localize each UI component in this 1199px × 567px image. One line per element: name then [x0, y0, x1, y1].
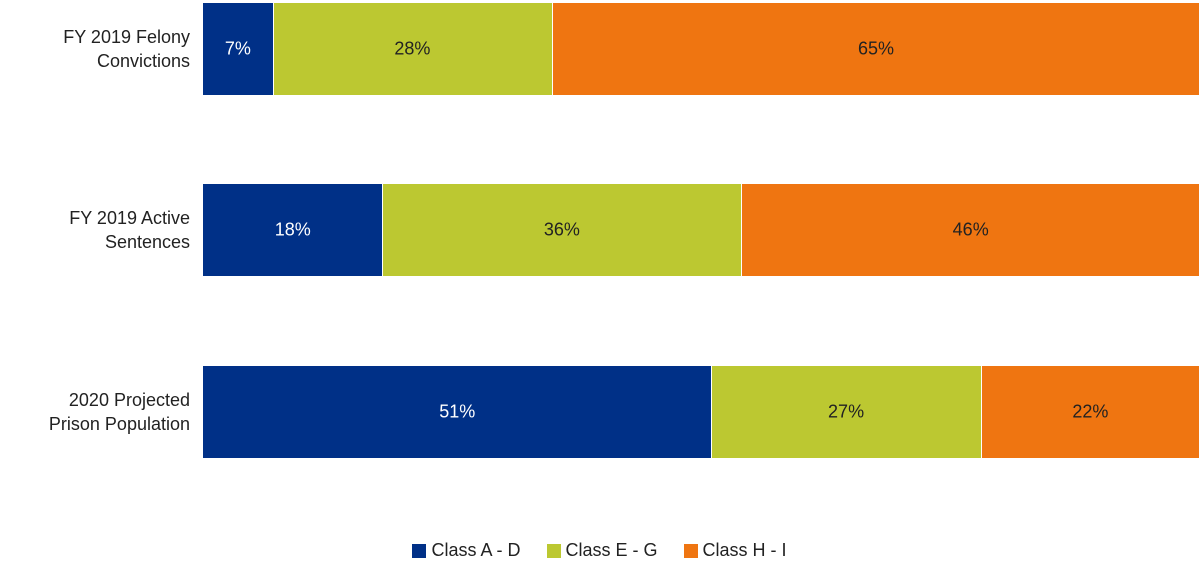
legend: Class A - D Class E - G Class H - I	[0, 540, 1199, 561]
legend-swatch	[412, 543, 427, 558]
data-label: 65%	[857, 38, 894, 59]
category-label: FY 2019 Felony Convictions	[0, 25, 190, 73]
category-label-line: FY 2019 Felony	[63, 27, 190, 47]
data-label: 22%	[1072, 401, 1109, 422]
data-label: 46%	[952, 219, 989, 240]
data-label: 18%	[274, 219, 311, 240]
legend-label: Class A - D	[431, 540, 521, 560]
bar-segment	[382, 184, 742, 276]
bar-segment	[711, 366, 981, 458]
bar-segment	[272, 3, 552, 95]
category-label: FY 2019 Active Sentences	[0, 206, 190, 254]
legend-swatch	[546, 543, 561, 558]
data-label: 27%	[828, 401, 865, 422]
data-label: 28%	[394, 38, 431, 59]
bar-segment	[203, 3, 273, 95]
data-label: 7%	[224, 38, 251, 59]
category-label: 2020 Projected Prison Population	[0, 388, 190, 436]
bar-segment	[741, 184, 1199, 276]
legend-label: Class H - I	[702, 540, 787, 560]
legend-item: Class H - I	[683, 540, 787, 561]
category-label-line: 2020 Projected	[68, 390, 190, 410]
data-label: 36%	[543, 219, 580, 240]
legend-item: Class A - D	[412, 540, 521, 561]
legend-label: Class E - G	[565, 540, 658, 560]
category-label-line: Convictions	[96, 51, 190, 71]
legend-swatch	[683, 543, 698, 558]
legend-item: Class E - G	[546, 540, 658, 561]
category-label-line: FY 2019 Active	[69, 208, 190, 228]
data-label: 51%	[439, 401, 476, 422]
bar-segment	[203, 366, 712, 458]
bar-segment	[203, 184, 383, 276]
category-label-line: Sentences	[104, 232, 190, 252]
bar-segment	[980, 366, 1199, 458]
category-label-line: Prison Population	[48, 414, 190, 434]
bar-segment	[551, 3, 1199, 95]
